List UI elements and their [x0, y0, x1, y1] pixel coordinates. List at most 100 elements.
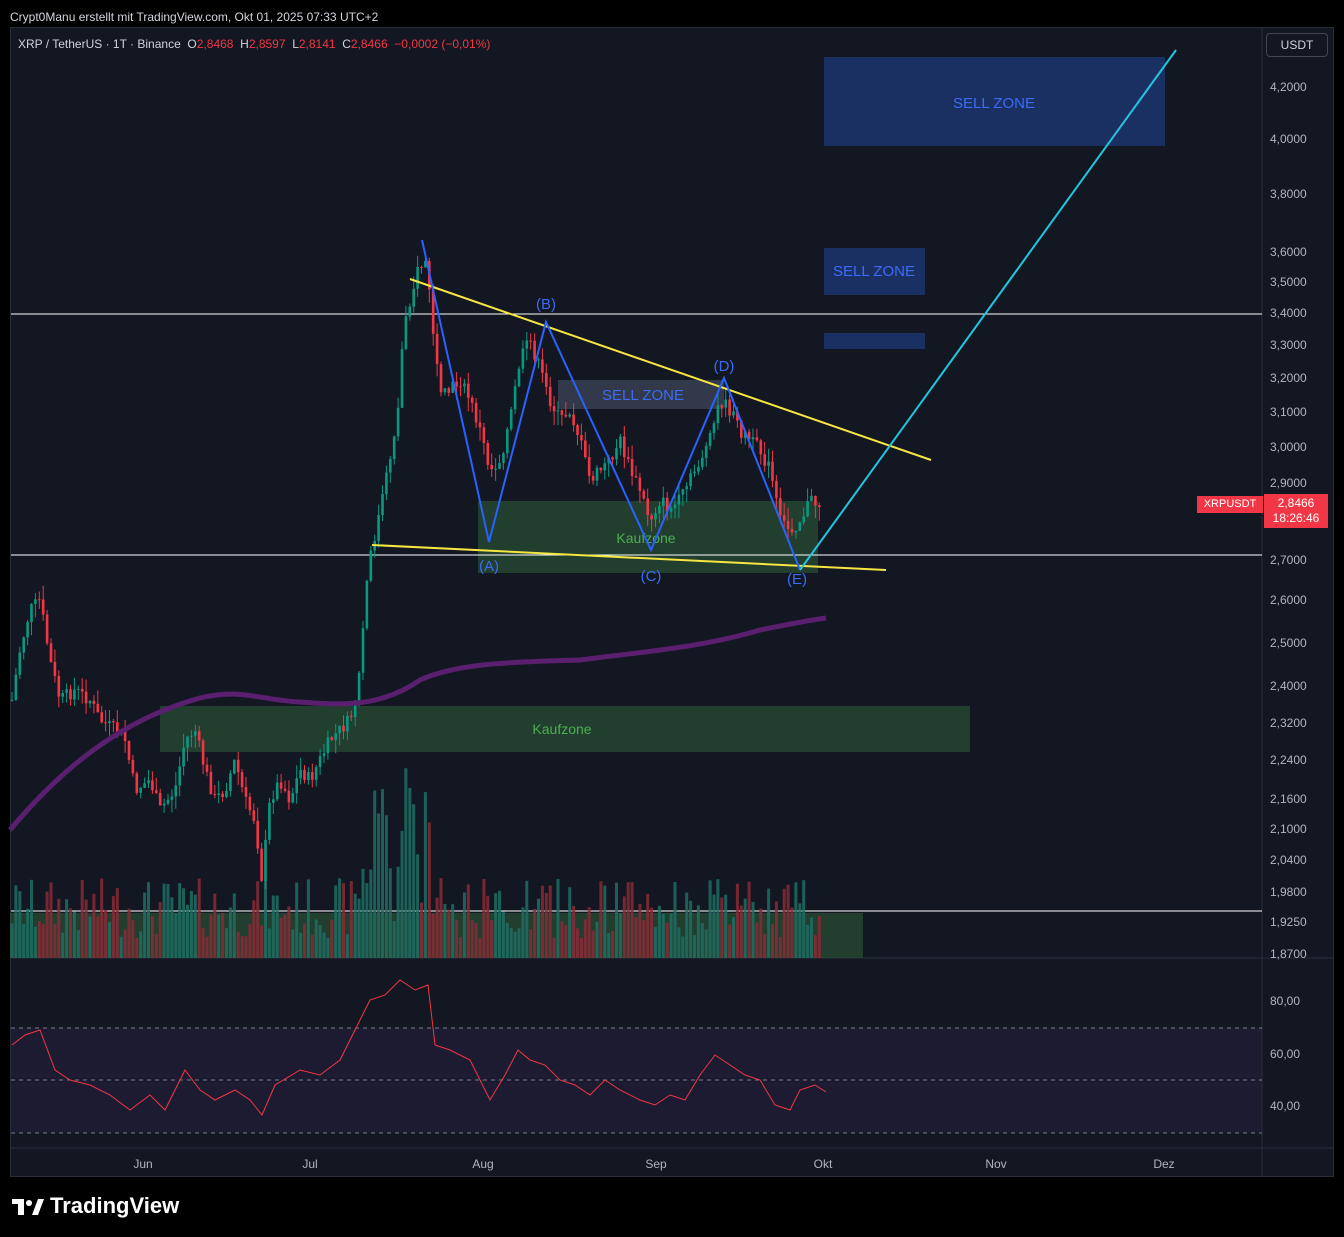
volume-bar	[310, 934, 314, 958]
volume-bar	[248, 924, 252, 958]
sell-zone-top[interactable]	[824, 57, 1165, 146]
tradingview-logo[interactable]: TradingView	[12, 1193, 179, 1219]
candle-body	[771, 461, 774, 481]
rsi-tick: 80,00	[1270, 994, 1300, 1008]
candle-body	[80, 688, 84, 692]
volume-bar	[529, 929, 533, 958]
candle-body	[404, 316, 408, 350]
volume-bar	[373, 790, 377, 958]
candle-body	[704, 445, 708, 458]
wave-label-a: (A)	[479, 558, 499, 575]
candle-body	[779, 498, 782, 516]
price-tick: 2,6000	[1270, 593, 1307, 607]
low-label: L	[292, 37, 299, 51]
candle-body	[174, 785, 178, 797]
volume-bar	[14, 885, 18, 958]
candle-body	[572, 414, 575, 426]
time-tick: Sep	[645, 1157, 667, 1171]
volume-bar	[755, 922, 759, 958]
price-tick: 3,4000	[1270, 306, 1307, 320]
candle-body	[162, 803, 166, 806]
upper-trendline[interactable]	[409, 278, 932, 461]
candle-body	[494, 468, 497, 470]
volume-bar	[439, 878, 443, 958]
candle-body	[295, 778, 298, 794]
volume-bar	[92, 893, 96, 958]
volume-bar	[166, 884, 170, 958]
candle-body	[123, 731, 127, 742]
candle-body	[685, 486, 688, 490]
volume-bar	[482, 878, 486, 958]
volume-bar	[381, 789, 384, 958]
sell-zone-small[interactable]	[824, 333, 925, 349]
close-value: 2,8466	[350, 37, 388, 51]
candle-body	[806, 501, 809, 517]
candle-body	[365, 580, 369, 629]
volume-bar	[767, 888, 771, 958]
price-axis[interactable]: 4,2000 4,0000 3,8000 3,6000 3,5000 3,400…	[1270, 80, 1307, 961]
volume-bar	[306, 879, 310, 958]
candle-body	[455, 381, 458, 387]
candle-body	[747, 431, 751, 440]
volume-bar	[404, 768, 408, 958]
candle-body	[470, 397, 474, 403]
lower-trendline[interactable]	[371, 544, 887, 571]
volume-bar	[669, 913, 673, 958]
candle-body	[701, 457, 704, 467]
candle-body	[186, 736, 189, 748]
candle-body	[201, 740, 205, 765]
volume-bar	[119, 936, 123, 958]
sell-zone-inner[interactable]	[558, 380, 724, 409]
volume-bar	[326, 937, 330, 958]
volume-bar	[318, 925, 322, 958]
candle-body	[424, 261, 427, 268]
price-tick: 4,0000	[1270, 132, 1307, 146]
volume-bar	[61, 932, 65, 958]
volume-bar	[704, 929, 708, 958]
rsi-axis[interactable]: 80,00 60,00 40,00	[1270, 994, 1300, 1113]
volume-bar	[634, 917, 638, 958]
candle-body	[712, 423, 716, 433]
sell-zone-mid[interactable]	[824, 248, 925, 295]
volume-bar	[735, 883, 739, 958]
volume-bar	[84, 899, 88, 958]
candle-body	[798, 522, 802, 531]
tradingview-logo-icon	[12, 1199, 44, 1215]
volume-bar	[525, 880, 529, 958]
volume-bar	[88, 916, 92, 958]
volume-bar	[291, 929, 295, 958]
symbol-label[interactable]: XRP / TetherUS · 1T · Binance	[18, 37, 181, 51]
projection-line[interactable]	[799, 49, 1177, 571]
candle-body	[49, 643, 53, 662]
volume-bar	[599, 881, 603, 958]
volume-bar	[388, 868, 392, 958]
volume-bar	[774, 901, 778, 958]
volume-bar	[806, 924, 810, 958]
candle-body	[545, 372, 548, 387]
candle-body	[654, 513, 657, 520]
volume-bar	[213, 893, 217, 958]
candle-body	[478, 422, 482, 428]
volume-bar	[115, 888, 119, 958]
volume-bar	[147, 882, 150, 958]
volume-bar	[209, 914, 213, 958]
price-tick: 1,9250	[1270, 915, 1307, 929]
volume-bar	[322, 932, 326, 958]
volume-bar	[786, 884, 790, 958]
volume-bar	[431, 913, 435, 958]
candle-body	[658, 505, 661, 514]
kauf-zone-lower[interactable]	[160, 706, 970, 752]
volume-bar	[80, 879, 84, 958]
time-axis[interactable]: Jun Jul Aug Sep Okt Nov Dez	[133, 1157, 1174, 1171]
low-value: 2,8141	[298, 37, 336, 51]
candle-body	[435, 333, 439, 365]
currency-button[interactable]: USDT	[1266, 33, 1328, 57]
volume-bar	[225, 928, 228, 958]
candle-body	[73, 689, 76, 700]
candle-body	[369, 550, 373, 581]
candle-body	[646, 498, 649, 516]
abcde-wave-pattern[interactable]	[421, 239, 801, 571]
volume-bar	[751, 901, 755, 958]
volume-bar	[763, 933, 767, 958]
